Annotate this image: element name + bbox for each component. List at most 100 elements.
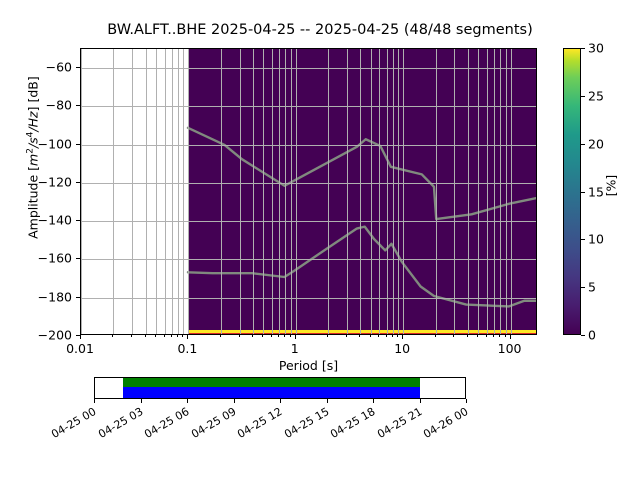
x-axis-tick-label: 0.01 <box>66 341 94 356</box>
x-axis-tick <box>391 335 393 338</box>
colorbar-tick <box>581 48 585 49</box>
y-gridline <box>81 68 536 70</box>
timeline-tick-label: 04-25 21 <box>374 405 424 441</box>
x-gridline <box>156 49 158 334</box>
x-gridline <box>290 49 292 334</box>
x-gridline <box>188 49 190 334</box>
timeline-tick-label: 04-25 09 <box>188 405 238 441</box>
x-axis-tick <box>131 335 133 338</box>
x-axis-tick <box>176 335 178 338</box>
x-axis-tick-label: 100 <box>497 341 522 356</box>
y-axis-tick-label: −120 <box>37 174 72 190</box>
x-axis-title: Period [s] <box>278 358 339 373</box>
x-gridline <box>132 49 134 334</box>
x-gridline <box>145 49 147 334</box>
coverage-merged-strip <box>122 378 421 387</box>
x-axis-tick <box>187 335 189 339</box>
x-gridline <box>500 49 502 334</box>
x-axis-tick <box>359 335 361 338</box>
x-axis-tick <box>294 335 296 339</box>
x-gridline <box>81 49 82 334</box>
y-axis-tick <box>76 143 80 145</box>
y-axis-tick <box>76 335 80 336</box>
x-gridline <box>505 49 507 334</box>
timeline-tick-label: 04-25 18 <box>328 405 378 441</box>
x-axis-tick <box>327 335 329 338</box>
y-axis-tick <box>76 258 80 260</box>
colorbar-tick <box>581 95 585 97</box>
timeline-tick <box>94 399 95 403</box>
x-gridline <box>370 49 372 334</box>
max-probability-line <box>188 330 536 333</box>
x-axis-tick <box>270 335 272 338</box>
timeline-tick-label: 04-25 00 <box>49 405 99 441</box>
x-axis-tick <box>369 335 371 338</box>
x-gridline <box>392 49 394 334</box>
y-axis-tick <box>76 67 80 69</box>
y-gridline <box>81 259 536 261</box>
x-gridline <box>171 49 173 334</box>
y-gridline <box>81 144 536 146</box>
ppsd-plot-area[interactable] <box>80 48 537 335</box>
timeline-tick <box>419 399 421 403</box>
timeline-tick-label: 04-25 06 <box>142 405 192 441</box>
x-gridline <box>164 49 166 334</box>
timeline-tick <box>326 399 328 403</box>
x-gridline <box>220 49 222 334</box>
x-gridline <box>271 49 273 334</box>
data-coverage-bar[interactable] <box>94 377 466 399</box>
x-gridline <box>467 49 469 334</box>
x-axis-tick <box>155 335 157 338</box>
colorbar-tick <box>581 143 585 145</box>
timeline-tick <box>373 399 374 403</box>
x-gridline <box>177 49 179 334</box>
probability-colorbar[interactable] <box>563 48 581 335</box>
y-axis-tick-label: −140 <box>37 212 72 228</box>
y-axis-tick <box>76 296 80 298</box>
x-gridline <box>347 49 349 334</box>
x-axis-tick <box>402 335 404 339</box>
y-gridline <box>81 106 536 108</box>
colorbar-tick-label: 20 <box>588 136 604 152</box>
colorbar-tick-label: 10 <box>588 231 604 247</box>
x-gridline <box>253 49 255 334</box>
x-gridline <box>239 49 241 334</box>
x-axis-tick <box>238 335 240 338</box>
timeline-tick-label: 04-25 03 <box>95 405 145 441</box>
y-axis-tick-label: −80 <box>45 97 72 113</box>
timeline-tick-label: 04-25 12 <box>235 405 285 441</box>
x-axis-tick <box>504 335 506 338</box>
x-gridline <box>379 49 381 334</box>
colorbar-title: [%] <box>603 174 619 197</box>
x-axis-tick <box>219 335 221 338</box>
x-axis-tick <box>385 335 387 338</box>
x-axis-tick <box>112 335 114 338</box>
x-axis-tick <box>453 335 455 338</box>
x-gridline <box>493 49 495 334</box>
x-axis-tick <box>289 335 291 338</box>
x-axis-tick <box>252 335 254 338</box>
x-axis-tick <box>378 335 380 338</box>
x-axis-tick <box>284 335 286 338</box>
y-gridline <box>81 297 536 299</box>
colorbar-tick-label: 0 <box>588 327 596 343</box>
x-gridline <box>510 49 512 334</box>
high-noise-model-curve <box>186 126 536 221</box>
x-axis-tick <box>509 335 511 339</box>
colorbar-tick <box>581 239 585 241</box>
x-axis-tick <box>466 335 468 338</box>
saturation-underline <box>188 332 536 334</box>
x-axis-tick <box>492 335 494 338</box>
x-gridline <box>113 49 115 334</box>
colorbar-tick <box>581 191 585 193</box>
y-axis-tick <box>76 181 80 183</box>
x-gridline <box>285 49 287 334</box>
colorbar-tick <box>581 335 585 336</box>
x-axis-tick-label: 10 <box>394 341 411 356</box>
x-axis-tick <box>477 335 479 338</box>
timeline-tick <box>140 399 142 403</box>
x-gridline <box>386 49 388 334</box>
y-axis-tick-label: −160 <box>37 250 72 266</box>
x-gridline <box>295 49 297 334</box>
